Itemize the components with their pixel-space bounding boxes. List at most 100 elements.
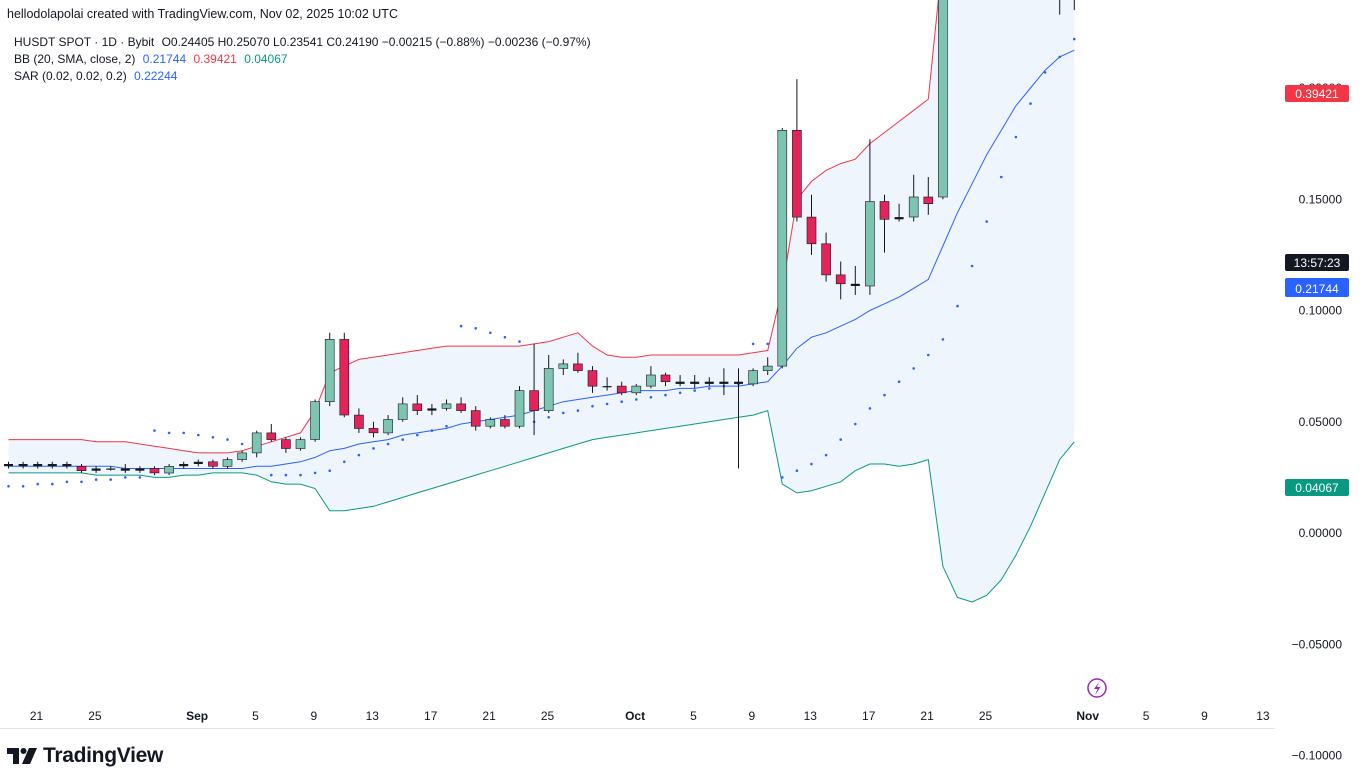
candle (222, 457, 233, 469)
candle (850, 266, 860, 295)
x-tick-label: Sep (186, 709, 208, 723)
candle (704, 377, 714, 387)
sar-dot (766, 342, 769, 346)
x-tick-label: 9 (1201, 709, 1208, 723)
sar-dot (430, 429, 434, 432)
sar-dot (51, 482, 54, 486)
x-tick-label: Nov (1076, 709, 1099, 723)
sar-dot (883, 393, 886, 397)
legend-bb-label[interactable]: BB (20, SMA, close, 2) (14, 52, 136, 66)
sar-dot (708, 387, 711, 390)
sar-dot (1058, 55, 1061, 59)
candle (193, 459, 203, 467)
sar-dot (1029, 102, 1032, 105)
bollinger-bands (8, 0, 1075, 603)
badge-upper: 0.39421 (1285, 85, 1349, 102)
candle (529, 343, 539, 436)
sar-dot (197, 433, 200, 437)
y-tick-label: 0.00000 (1299, 526, 1343, 540)
candle (777, 128, 788, 369)
candle (441, 399, 452, 411)
candle (543, 355, 554, 413)
price-badges: 0.39421 13:57:23 0.21744 0.04067 (1285, 85, 1349, 496)
bb-basis-line (8, 49, 1075, 469)
candle (835, 261, 846, 300)
sar-dot (270, 473, 273, 477)
legend: HUSDT SPOT · 1D · Bybit O0.24405 H0.2507… (14, 34, 591, 85)
sar-dot (547, 416, 550, 419)
x-tick-label: 13 (366, 709, 380, 723)
sar-dot (897, 380, 901, 384)
sar-dot (605, 402, 609, 406)
candle (456, 397, 466, 413)
sar-dot (94, 478, 98, 481)
tradingview-brand-name: TradingView (43, 744, 164, 767)
candle (923, 177, 934, 215)
y-tick-label: −0.05000 (1292, 637, 1343, 651)
sar-dot (1073, 37, 1076, 41)
candles (4, 0, 1075, 476)
candle (631, 383, 642, 396)
candle (149, 466, 160, 476)
candle (762, 357, 773, 376)
tradingview-logo-icon (7, 748, 37, 764)
candle (62, 461, 72, 469)
candle (4, 461, 13, 469)
sar-dot (576, 409, 580, 412)
bb-upper-line (8, 0, 939, 454)
sar-dot (693, 389, 696, 392)
sar-dot (36, 482, 39, 486)
legend-bb-row: BB (20, SMA, close, 2) 0.21744 0.39421 0… (14, 51, 591, 68)
sar-dot (416, 433, 419, 437)
x-tick-label: 13 (804, 709, 818, 723)
sar-dot (795, 469, 799, 473)
candle (908, 174, 919, 222)
sar-dot (1014, 135, 1018, 139)
candle (412, 395, 423, 416)
legend-symbol[interactable]: HUSDT SPOT · 1D · Bybit (14, 35, 155, 49)
candle (33, 461, 43, 469)
x-tick-label: 5 (690, 709, 697, 723)
lightning-icon[interactable] (1087, 678, 1107, 698)
sar-dot (299, 473, 302, 477)
sar-dot (459, 324, 463, 328)
candle (500, 415, 510, 429)
sar-dot (635, 398, 638, 401)
candle (383, 415, 393, 436)
tradingview-logo[interactable]: TradingView (7, 744, 163, 768)
y-tick-label: 0.05000 (1299, 415, 1343, 429)
candle (865, 139, 875, 295)
legend-bb-lower: 0.04067 (244, 52, 288, 66)
x-tick-label: 21 (30, 709, 44, 723)
candle (281, 437, 291, 453)
sar-dot (182, 431, 185, 435)
legend-sar-label[interactable]: SAR (0.02, 0.02, 0.2) (14, 69, 127, 83)
sar-dot (474, 327, 478, 330)
sar-dot (839, 438, 842, 441)
legend-bb-basis: 0.21744 (142, 52, 187, 66)
candle (76, 464, 87, 473)
sar-dot (985, 220, 988, 223)
candle (47, 461, 57, 469)
sar-dot (751, 342, 755, 346)
candle (324, 332, 335, 407)
x-tick-label: 13 (1256, 709, 1270, 723)
sar-dot (167, 431, 171, 435)
badge-countdown: 13:57:23 (1285, 254, 1349, 271)
x-tick-label: 25 (979, 709, 993, 723)
sar-dot (824, 453, 828, 457)
candle (675, 375, 685, 387)
badge-basis: 0.21744 (1285, 278, 1349, 297)
candle (91, 466, 101, 473)
legend-sar-value: 0.22244 (134, 69, 178, 83)
legend-ohlc: O0.24405 H0.25070 L0.23541 C0.24190 −0.0… (161, 35, 591, 49)
candle (646, 366, 656, 389)
x-tick-label: 5 (1143, 709, 1150, 723)
candle (397, 397, 408, 422)
price-axis: 0.450000.400000.350000.300000.250000.200… (1292, 81, 1343, 763)
candle (251, 430, 262, 458)
sar-dot (868, 407, 872, 410)
sar-dot (386, 442, 390, 446)
candle (470, 406, 481, 431)
